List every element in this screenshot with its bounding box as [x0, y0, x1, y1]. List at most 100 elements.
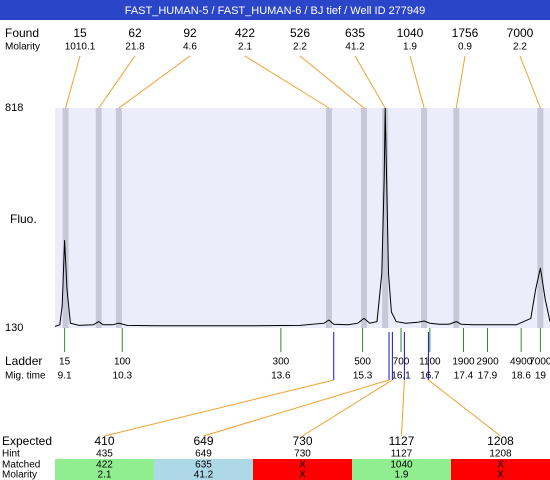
found-molarity: 2.2: [293, 42, 307, 53]
peak-band: [115, 108, 122, 328]
ladder-size: 2900: [476, 357, 499, 368]
expected-molarity: 2.1: [98, 470, 112, 480]
peak-band: [537, 108, 544, 328]
found-connector: [354, 55, 386, 109]
expected-hint: 1208: [489, 449, 512, 460]
found-connector: [118, 55, 191, 109]
expected-row-label: Molarity: [2, 470, 37, 480]
peak-band: [95, 108, 102, 328]
match-cell: [352, 459, 451, 480]
expected-row-label: Expected: [2, 434, 52, 448]
found-molarity: 2.2: [513, 42, 527, 53]
plot-area: [55, 108, 550, 328]
expected-connector: [401, 379, 405, 437]
found-molarity-label: Molarity: [5, 42, 40, 53]
found-connector: [65, 55, 81, 109]
ladder-size: 500: [354, 357, 371, 368]
ladder-size: 1100: [419, 357, 441, 368]
ladder-time: 15.3: [353, 371, 373, 382]
expected-hint: 730: [294, 449, 311, 460]
found-size: 7000: [507, 26, 534, 40]
expected-value: 730: [292, 434, 312, 448]
expected-molarity: X: [299, 470, 306, 480]
ladder-size: 300: [273, 357, 290, 368]
found-size: 1040: [397, 26, 424, 40]
expected-value: 1127: [389, 434, 415, 448]
found-connector: [299, 55, 365, 109]
found-label: Found: [5, 26, 39, 40]
found-molarity: 0.9: [458, 42, 472, 53]
peak-band: [382, 108, 389, 328]
match-cell: [55, 459, 154, 480]
found-size: 526: [290, 26, 310, 40]
ladder-size: 100: [114, 357, 131, 368]
ladder-label: Ladder: [5, 354, 42, 368]
title-bar: [0, 0, 550, 20]
expected-value: 410: [94, 434, 114, 448]
found-molarity: 1010.1: [65, 42, 96, 53]
found-size: 92: [183, 26, 197, 40]
found-molarity: 41.2: [345, 42, 365, 53]
expected-connector: [203, 379, 390, 437]
ladder-time: 17.4: [454, 371, 474, 382]
mig-time-label: Mig. time: [5, 371, 46, 382]
ladder-time: 9.1: [58, 371, 72, 382]
found-connector: [455, 55, 466, 109]
peak-band: [361, 108, 368, 328]
expected-matched: X: [497, 460, 504, 471]
match-cell: [154, 459, 253, 480]
ladder-size: 700: [393, 357, 410, 368]
expected-matched: 1040: [390, 460, 413, 471]
found-size: 1756: [452, 26, 479, 40]
expected-hint: 435: [96, 449, 113, 460]
y-tick-label: 818: [5, 102, 23, 114]
ladder-size: 7000: [529, 357, 550, 368]
ladder-time: 17.9: [478, 371, 498, 382]
expected-connector: [428, 379, 501, 437]
found-molarity: 2.1: [238, 42, 252, 53]
title: FAST_HUMAN-5 / FAST_HUMAN-6 / BJ tief / …: [125, 5, 426, 17]
ladder-time: 19: [535, 371, 547, 382]
found-size: 635: [345, 26, 365, 40]
expected-hint: 1127: [391, 449, 413, 460]
expected-row-label: Matched: [2, 460, 40, 471]
peak-band: [325, 108, 332, 328]
found-size: 15: [73, 26, 87, 40]
ladder-time: 10.3: [113, 371, 133, 382]
ladder-time: 13.6: [271, 371, 291, 382]
peak-band: [453, 108, 460, 328]
found-molarity: 1.9: [403, 42, 417, 53]
expected-connector: [302, 379, 393, 437]
expected-hint: 649: [195, 449, 212, 460]
match-cell: [451, 459, 550, 480]
found-size: 422: [235, 26, 255, 40]
found-molarity: 21.8: [125, 42, 145, 53]
ladder-size: 15: [59, 357, 71, 368]
found-size: 62: [128, 26, 142, 40]
expected-molarity: X: [497, 470, 504, 480]
expected-value: 1208: [487, 434, 514, 448]
peak-band: [62, 108, 69, 328]
ladder-time: 18.6: [511, 371, 531, 382]
expected-matched: X: [299, 460, 306, 471]
y-axis-label: Fluo.: [10, 212, 37, 226]
found-connector: [98, 55, 136, 109]
found-connector: [244, 55, 330, 109]
expected-row-label: Hint: [2, 449, 20, 460]
peak-band: [421, 108, 428, 328]
expected-connector: [104, 379, 334, 437]
y-tick-label: 130: [5, 322, 23, 334]
trace: [54, 107, 550, 327]
expected-molarity: 1.9: [395, 470, 409, 480]
match-cell: [253, 459, 352, 480]
ladder-time: 16.7: [420, 371, 440, 382]
ladder-size: 4900: [510, 357, 533, 368]
expected-matched: 635: [195, 460, 212, 471]
expected-matched: 422: [96, 460, 113, 471]
found-molarity: 4.6: [183, 42, 197, 53]
ladder-time: 16.1: [391, 371, 411, 382]
found-connector: [409, 55, 425, 109]
expected-value: 649: [193, 434, 213, 448]
